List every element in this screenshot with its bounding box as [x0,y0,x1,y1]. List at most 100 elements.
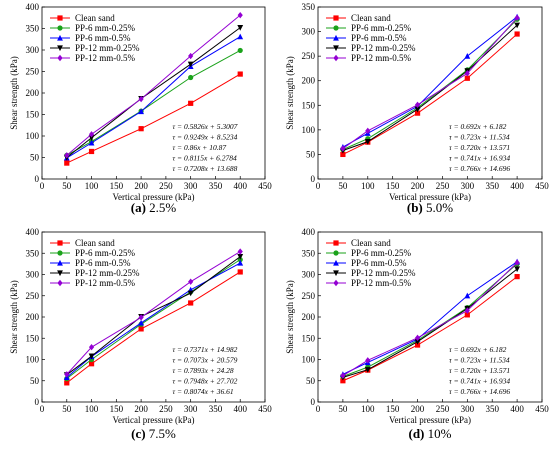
legend-label: PP-6 mm-0.5% [75,258,131,268]
legend-label: PP-12 mm-0.25% [351,268,416,278]
x-tick-label: 450 [258,404,272,414]
y-tick-label: 0 [35,397,40,407]
legend-marker [57,240,63,246]
x-tick-label: 150 [110,181,124,191]
fit-equation: τ = 0.741x + 16.934 [449,154,510,163]
data-point [365,357,371,364]
y-tick-label: 50 [30,153,40,163]
data-point [514,259,520,266]
fit-equation: τ = 0.692x + 6.182 [449,122,507,131]
legend-marker [57,25,63,31]
x-axis-title: Vertical pressure (kPa) [389,192,471,202]
fit-equation: τ = 0.86x + 10.87 [172,143,226,152]
legend-marker [57,54,63,62]
y-tick-label: 300 [26,270,40,280]
x-tick-label: 150 [386,181,400,191]
y-tick-label: 50 [306,376,316,386]
data-point [188,100,194,106]
data-point [64,371,70,378]
legend-marker [333,15,339,21]
data-point [237,254,244,260]
y-axis-title: Shear strength (kPa) [285,280,295,353]
x-tick-label: 350 [485,404,499,414]
data-point [514,266,521,273]
x-tick-label: 350 [485,181,499,191]
data-point [514,14,520,22]
y-tick-label: 200 [302,312,316,322]
x-tick-label: 300 [184,404,198,414]
panel-caption: (d) 10% [409,426,452,441]
data-point [237,269,243,275]
fit-equation: τ = 0.766x + 14.696 [449,387,510,396]
y-tick-label: 250 [302,291,316,301]
caption-letter: (b) [407,200,423,215]
x-tick-label: 200 [134,404,148,414]
legend-marker [57,250,63,256]
legend-label: PP-12 mm-0.5% [75,53,136,63]
legend-label: PP-6 mm-0.25% [75,248,136,258]
data-point [138,319,145,326]
x-tick-label: 150 [110,404,124,414]
data-point [414,106,421,113]
data-point [64,152,70,159]
legend-label: Clean sand [351,238,391,248]
data-point [88,139,95,146]
fit-equation: τ = 0.7948x + 27.702 [172,377,237,386]
data-point [237,47,243,54]
data-point [138,326,144,332]
y-tick-label: 350 [26,248,40,258]
data-point [188,300,194,306]
legend-marker [333,250,339,256]
fit-equation: τ = 0.720x + 13.571 [449,143,510,152]
data-point [88,353,95,360]
x-tick-label: 100 [85,181,99,191]
data-point [237,11,243,19]
x-tick-label: 0 [40,404,45,414]
panel-caption: (a) 2.5% [131,200,177,215]
data-point [414,334,421,342]
fit-equation: τ = 0.723x + 11.534 [449,356,510,365]
y-tick-label: 50 [30,376,40,386]
data-point [514,22,521,29]
x-tick-label: 450 [258,181,272,191]
legend-label: PP-6 mm-0.5% [351,33,407,43]
data-point [464,53,471,59]
data-point [188,278,194,285]
x-tick-label: 250 [159,181,173,191]
legend-label: PP-12 mm-0.5% [351,53,412,63]
caption-letter: (a) [131,200,146,215]
x-tick-label: 50 [62,181,72,191]
data-point [340,372,346,379]
fit-equation: τ = 0.7208x + 13.688 [172,164,237,173]
fit-equation: τ = 0.7073x + 20.579 [172,356,237,365]
x-tick-label: 0 [316,181,321,191]
data-point [340,378,346,384]
y-tick-label: 0 [311,174,316,184]
y-tick-label: 300 [302,27,316,37]
x-tick-label: 250 [436,181,450,191]
x-tick-label: 400 [510,181,524,191]
legend-label: PP-12 mm-0.5% [351,278,412,288]
y-tick-label: 150 [26,110,40,120]
chart-panel: 0 50 100 150 200 250 300 350 400 450 0 50 100 150 200 2… [9,227,272,441]
data-point [138,95,144,103]
y-tick-label: 400 [26,2,40,12]
legend-label: PP-6 mm-0.5% [75,33,131,43]
data-point [88,343,95,351]
y-tick-label: 250 [26,67,40,77]
data-point [464,292,471,299]
y-axis-title: Shear strength (kPa) [9,280,19,353]
x-tick-label: 50 [62,404,72,414]
legend-marker [333,279,339,287]
x-tick-label: 400 [510,404,524,414]
x-tick-label: 250 [436,404,450,414]
x-tick-label: 100 [361,181,375,191]
data-point [414,342,421,348]
y-tick-label: 0 [311,397,316,407]
legend-label: PP-6 mm-0.5% [351,258,407,268]
x-tick-label: 50 [338,404,348,414]
legend-label: PP-12 mm-0.25% [351,43,416,53]
y-tick-label: 300 [302,270,316,280]
y-tick-label: 300 [26,45,40,55]
